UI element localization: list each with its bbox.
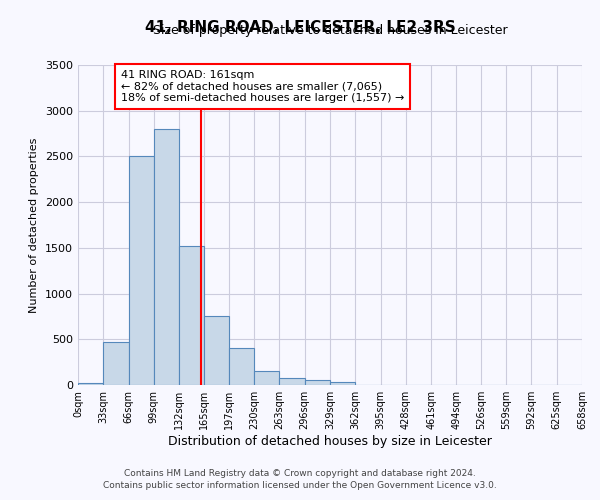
Bar bbox=[330, 382, 355, 385]
Text: 41, RING ROAD, LEICESTER, LE2 3RS: 41, RING ROAD, LEICESTER, LE2 3RS bbox=[145, 20, 455, 35]
Bar bbox=[103, 342, 128, 385]
Bar bbox=[78, 383, 103, 385]
Text: 41 RING ROAD: 161sqm
← 82% of detached houses are smaller (7,065)
18% of semi-de: 41 RING ROAD: 161sqm ← 82% of detached h… bbox=[121, 70, 404, 103]
Title: Size of property relative to detached houses in Leicester: Size of property relative to detached ho… bbox=[152, 24, 508, 38]
Bar bbox=[154, 129, 179, 385]
Bar bbox=[205, 316, 229, 385]
Text: Contains HM Land Registry data © Crown copyright and database right 2024.
Contai: Contains HM Land Registry data © Crown c… bbox=[103, 468, 497, 490]
Bar bbox=[128, 156, 154, 385]
Bar bbox=[280, 378, 305, 385]
Y-axis label: Number of detached properties: Number of detached properties bbox=[29, 138, 40, 312]
Bar bbox=[305, 380, 330, 385]
X-axis label: Distribution of detached houses by size in Leicester: Distribution of detached houses by size … bbox=[168, 435, 492, 448]
Bar bbox=[229, 348, 254, 385]
Bar bbox=[179, 246, 205, 385]
Bar bbox=[254, 371, 280, 385]
